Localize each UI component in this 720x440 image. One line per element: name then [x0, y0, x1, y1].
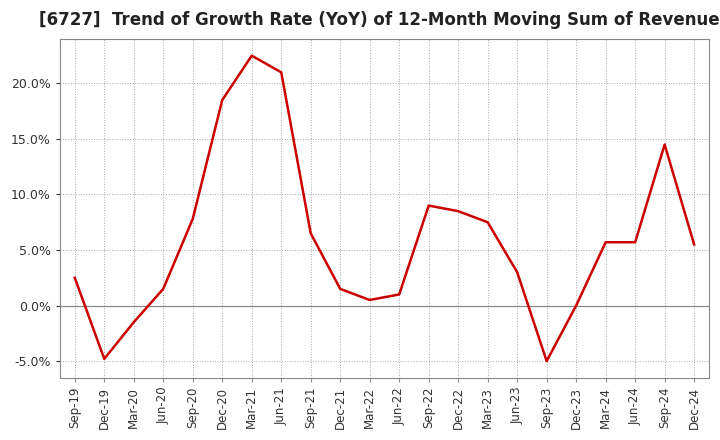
Title: [6727]  Trend of Growth Rate (YoY) of 12-Month Moving Sum of Revenues: [6727] Trend of Growth Rate (YoY) of 12-… — [39, 11, 720, 29]
